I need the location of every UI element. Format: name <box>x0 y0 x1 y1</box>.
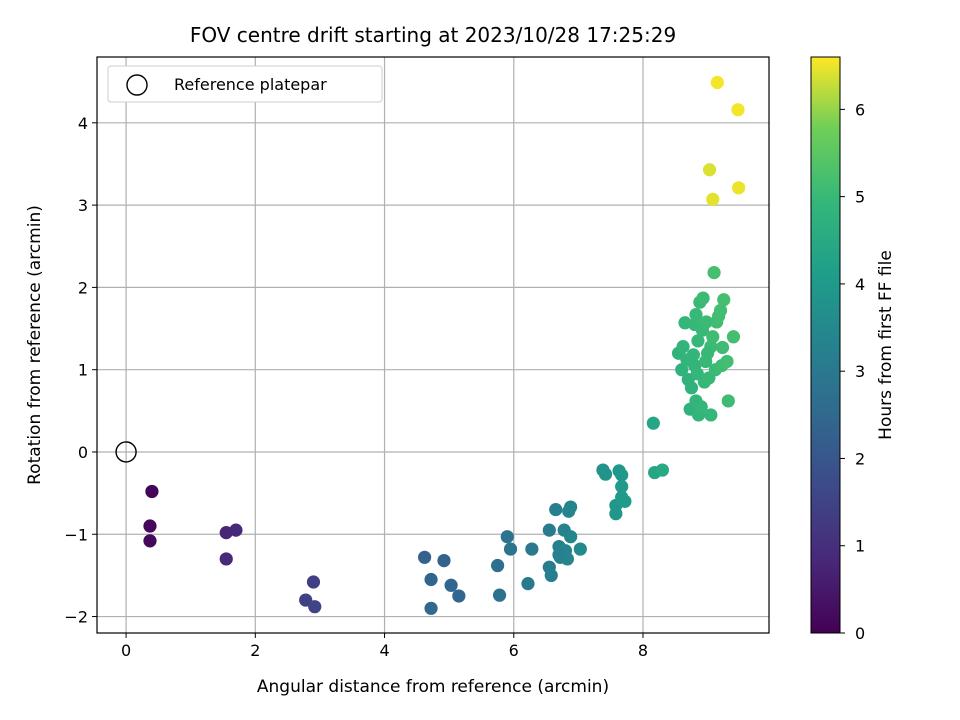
data-point <box>691 334 705 348</box>
data-point <box>219 552 233 566</box>
plot-frame <box>96 56 770 634</box>
data-point <box>689 307 703 322</box>
data-point <box>675 363 689 377</box>
colorbar-tick-label: 5 <box>855 188 865 207</box>
colorbar-tick-label: 3 <box>855 362 865 381</box>
colorbar-tick-label: 0 <box>855 624 865 643</box>
data-point <box>424 572 438 587</box>
data-point <box>503 542 518 556</box>
data-point <box>696 291 710 305</box>
data-point <box>542 523 556 537</box>
data-point <box>452 589 466 603</box>
chart-title: FOV centre drift starting at 2023/10/28 … <box>190 23 676 47</box>
data-point <box>229 523 243 537</box>
data-point <box>704 408 718 422</box>
data-point <box>680 353 694 367</box>
y-tick-label: −1 <box>64 525 88 544</box>
data-point <box>418 550 432 564</box>
x-tick-label: 6 <box>509 641 519 660</box>
data-point <box>655 463 669 477</box>
x-tick-label: 0 <box>121 641 131 660</box>
data-point <box>299 593 313 607</box>
data-point <box>726 330 741 344</box>
y-tick-label: 3 <box>78 196 88 215</box>
x-axis-ticks: 0 2 4 6 8 <box>121 633 648 660</box>
data-point <box>143 534 157 548</box>
x-tick-label: 4 <box>379 641 389 660</box>
reference-marker-group <box>115 441 137 463</box>
colorbar-label: Hours from first FF file <box>876 250 896 440</box>
data-point <box>521 577 535 591</box>
data-point <box>732 181 746 195</box>
data-point <box>500 530 514 544</box>
reference-platepar-marker <box>115 441 137 463</box>
data-point <box>684 381 699 395</box>
data-point <box>143 519 157 533</box>
data-point <box>702 163 717 177</box>
data-point <box>646 416 660 430</box>
data-point <box>145 484 159 499</box>
colorbar: 0 1 2 3 4 5 6 Hours from first FF file <box>810 56 896 643</box>
data-point <box>308 600 322 614</box>
data-point <box>549 502 563 517</box>
data-point <box>731 103 745 117</box>
data-point <box>544 568 558 583</box>
colorbar-tick-label: 2 <box>855 449 865 468</box>
data-point <box>707 265 721 280</box>
data-point <box>713 303 728 318</box>
grid <box>97 57 769 633</box>
colorbar-tick-label: 4 <box>855 275 865 294</box>
data-point <box>699 315 713 329</box>
data-point <box>525 542 539 556</box>
data-point <box>306 575 321 589</box>
y-axis-label: Rotation from reference (arcmin) <box>25 205 45 485</box>
data-point <box>573 542 587 556</box>
data-point <box>706 330 720 344</box>
colorbar-ticks: 0 1 2 3 4 5 6 <box>840 100 865 643</box>
legend: Reference platepar <box>107 65 383 103</box>
data-point <box>678 316 692 330</box>
y-tick-label: 0 <box>78 443 88 462</box>
x-tick-label: 2 <box>250 641 260 660</box>
data-point <box>491 558 505 573</box>
data-points <box>143 75 746 615</box>
data-point <box>694 400 708 414</box>
legend-marker-open-circle <box>126 74 148 96</box>
data-point <box>618 494 632 508</box>
x-tick-label: 8 <box>638 641 648 660</box>
colorbar-gradient <box>810 56 841 634</box>
legend-label: Reference platepar <box>174 75 327 94</box>
data-point <box>715 340 730 355</box>
data-point <box>701 346 715 360</box>
x-axis-label: Angular distance from reference (arcmin) <box>257 677 609 697</box>
y-tick-label: 2 <box>78 278 88 297</box>
data-point <box>609 507 623 521</box>
data-point <box>564 530 578 544</box>
data-point <box>552 548 566 562</box>
y-axis-ticks: −2 −1 0 1 2 3 4 <box>64 114 97 627</box>
data-point <box>564 500 578 514</box>
data-point <box>710 75 724 90</box>
y-tick-label: 4 <box>78 114 88 133</box>
data-point <box>721 394 735 408</box>
data-point <box>615 468 629 482</box>
data-point <box>424 601 438 615</box>
colorbar-tick-label: 1 <box>855 537 865 556</box>
data-point <box>598 467 613 481</box>
data-point <box>720 354 734 369</box>
data-point <box>492 588 507 602</box>
data-point <box>444 578 458 592</box>
legend-box <box>107 65 383 103</box>
data-point <box>717 293 731 307</box>
colorbar-tick-label: 6 <box>855 100 865 119</box>
data-point <box>706 192 720 206</box>
data-point <box>437 553 451 568</box>
y-tick-label: −2 <box>64 608 88 627</box>
data-point <box>615 479 629 494</box>
y-tick-label: 1 <box>78 361 88 380</box>
data-point <box>676 340 690 354</box>
